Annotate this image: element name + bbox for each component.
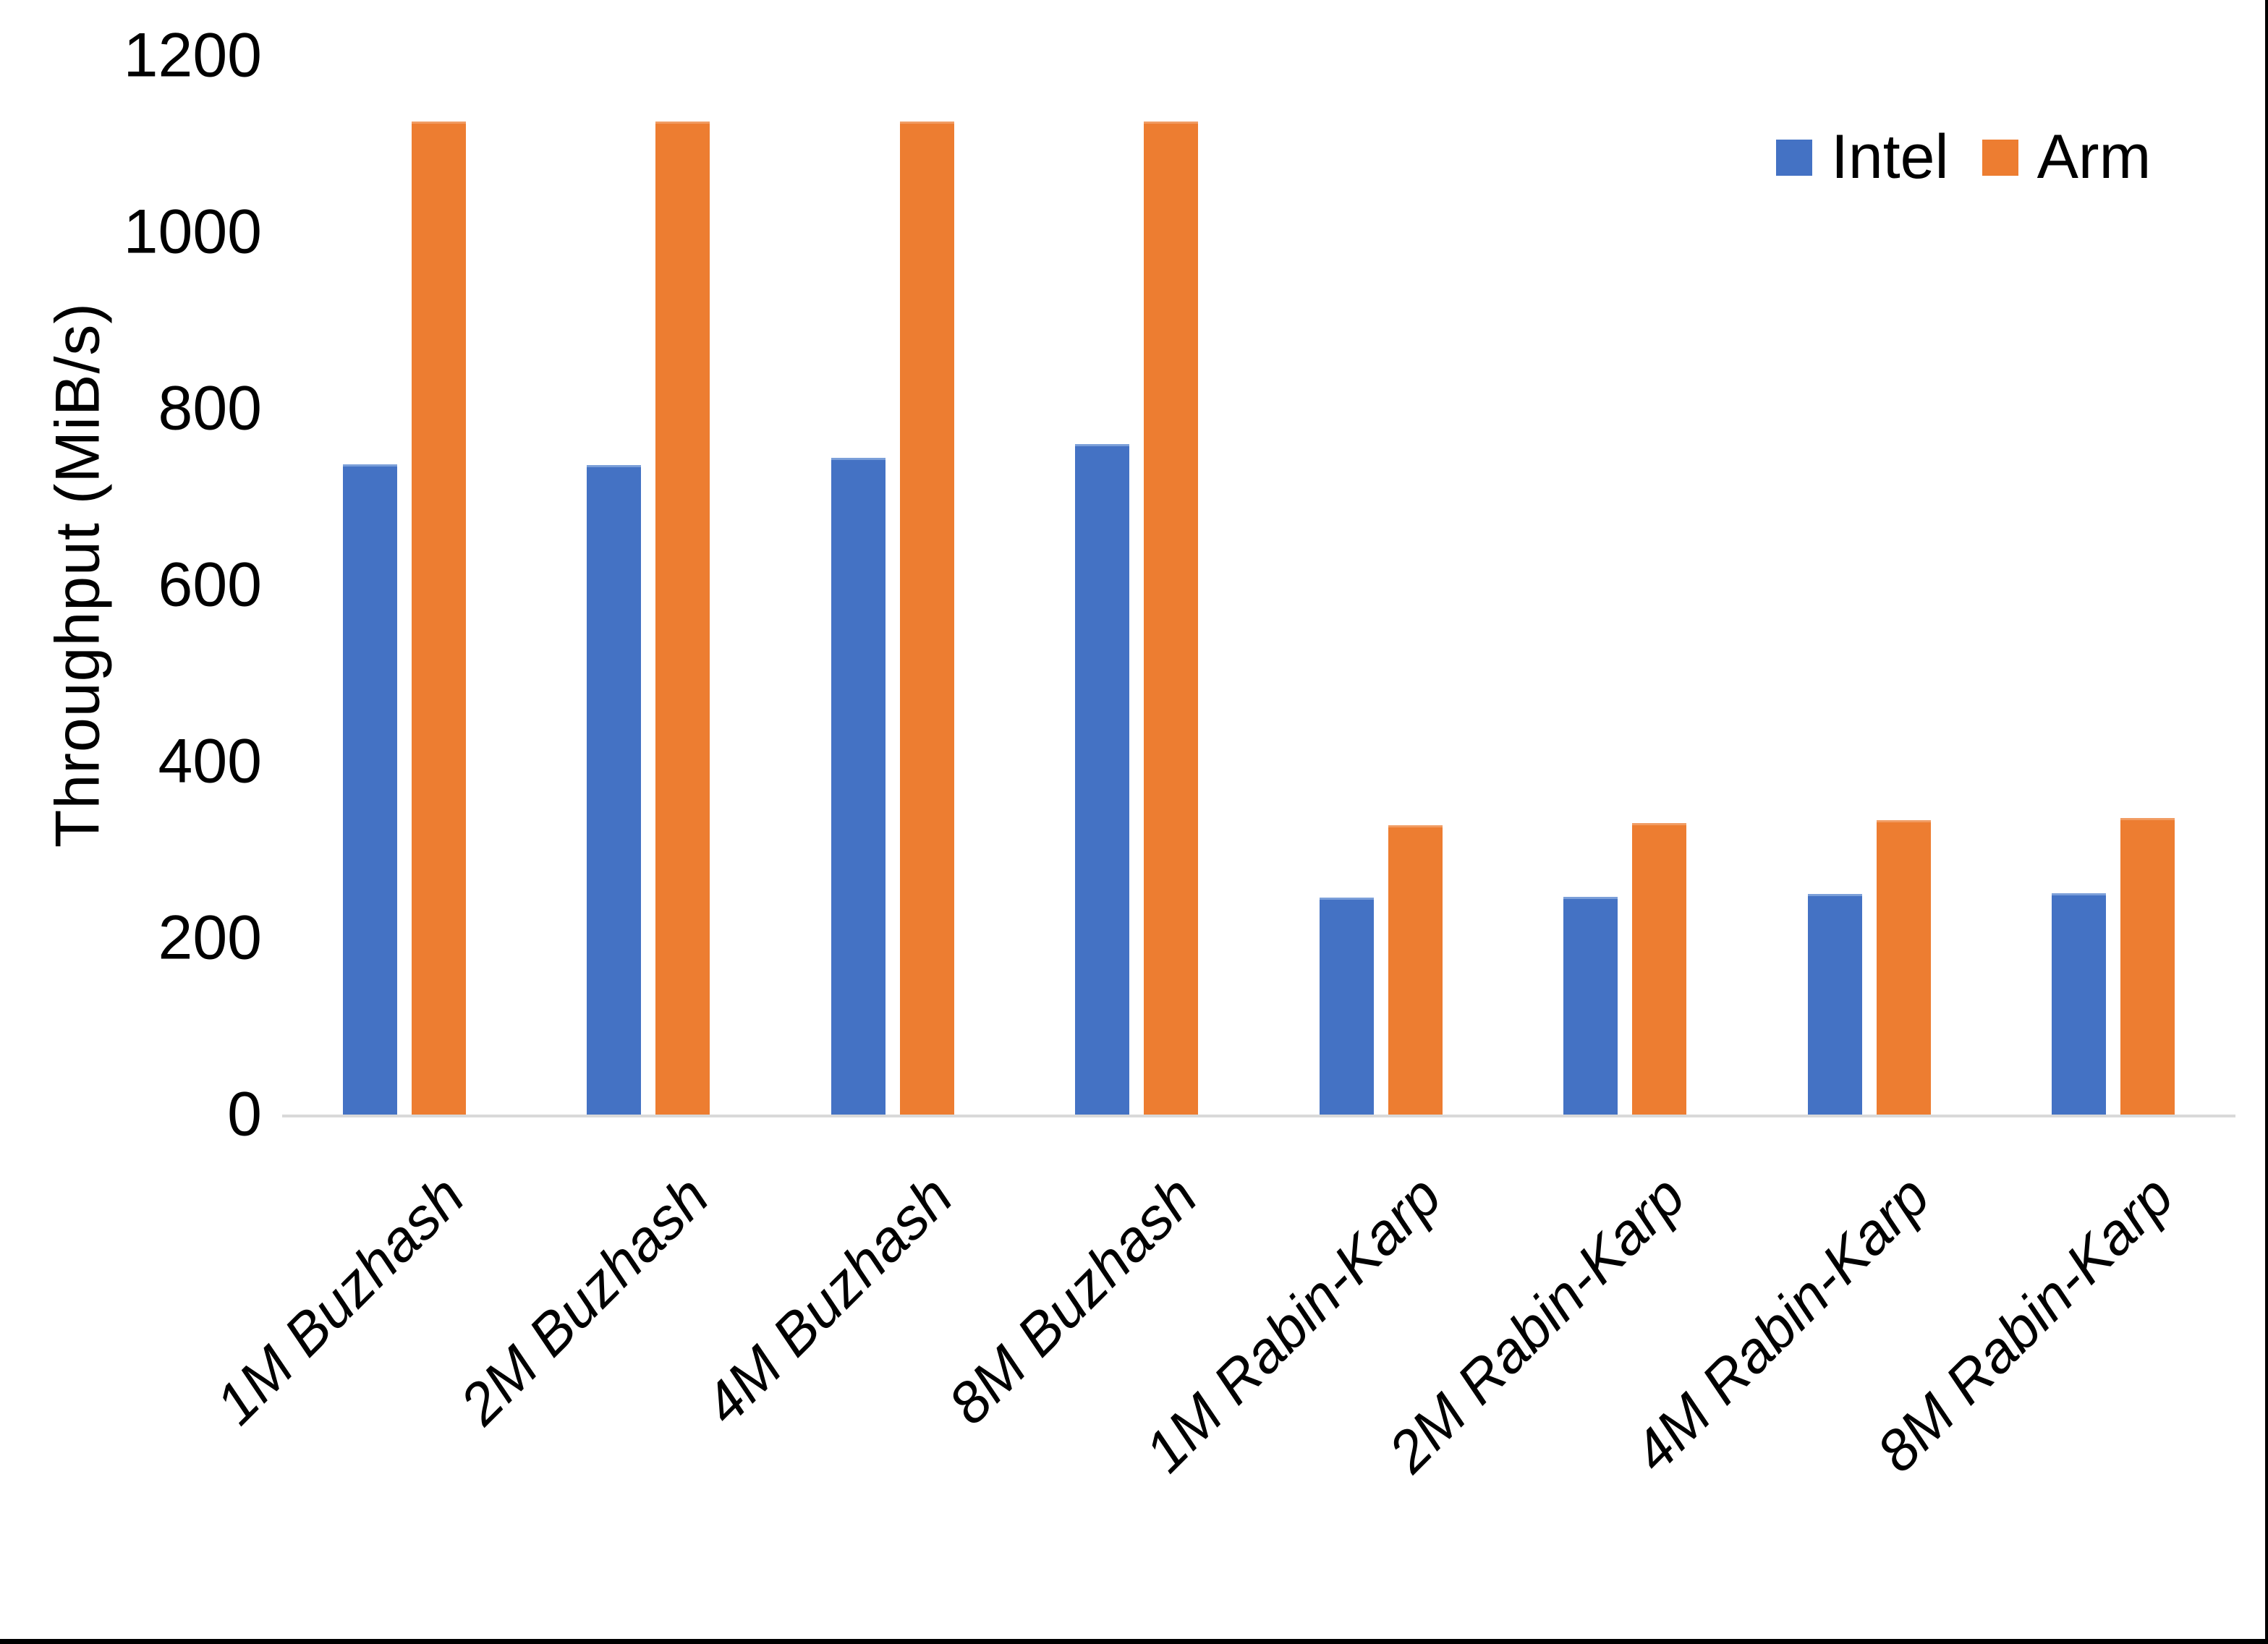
- y-tick-label: 0: [227, 1079, 262, 1149]
- legend-label: Intel: [1831, 122, 1949, 192]
- y-tick-label: 1000: [123, 197, 262, 267]
- bar-intel-4m-buzhash: [831, 458, 885, 1115]
- bar-arm-4m-rabin-karp: [1876, 820, 1931, 1115]
- legend-label: Arm: [2036, 122, 2152, 192]
- x-axis-line: [282, 1115, 2235, 1117]
- bar-intel-8m-buzhash: [1075, 444, 1130, 1115]
- legend-item-arm: Arm: [1982, 122, 2152, 193]
- legend-swatch-icon: [1982, 139, 2018, 176]
- y-tick-label: 400: [158, 726, 263, 796]
- x-tick-label: 2M Buzhash: [447, 1163, 721, 1437]
- x-tick-label: 8M Buzhash: [935, 1163, 1209, 1437]
- y-tick-label: 200: [158, 903, 263, 973]
- bar-intel-8m-rabin-karp: [2052, 893, 2107, 1115]
- bar-intel-1m-buzhash: [342, 464, 397, 1115]
- bar-arm-2m-buzhash: [655, 122, 710, 1115]
- x-tick-label: 4M Buzhash: [692, 1163, 965, 1437]
- bar-intel-2m-rabin-karp: [1563, 897, 1618, 1115]
- bar-arm-8m-buzhash: [1144, 122, 1199, 1115]
- x-tick-label: 1M Buzhash: [203, 1163, 477, 1437]
- legend-item-intel: Intel: [1776, 122, 1949, 193]
- legend: Intel Arm: [1776, 122, 2151, 193]
- bar-intel-1m-rabin-karp: [1319, 898, 1374, 1115]
- y-tick-label: 600: [158, 550, 263, 620]
- y-tick-label: 800: [158, 373, 263, 443]
- y-tick-label: 1200: [123, 20, 262, 90]
- bar-arm-2m-rabin-karp: [1632, 823, 1687, 1115]
- bar-intel-2m-buzhash: [587, 465, 642, 1115]
- bar-arm-1m-rabin-karp: [1388, 825, 1443, 1115]
- bar-intel-4m-rabin-karp: [1807, 894, 1862, 1115]
- bar-arm-8m-rabin-karp: [2120, 818, 2175, 1115]
- legend-swatch-icon: [1776, 139, 1812, 176]
- bar-arm-4m-buzhash: [899, 122, 954, 1115]
- bar-arm-1m-buzhash: [411, 122, 466, 1115]
